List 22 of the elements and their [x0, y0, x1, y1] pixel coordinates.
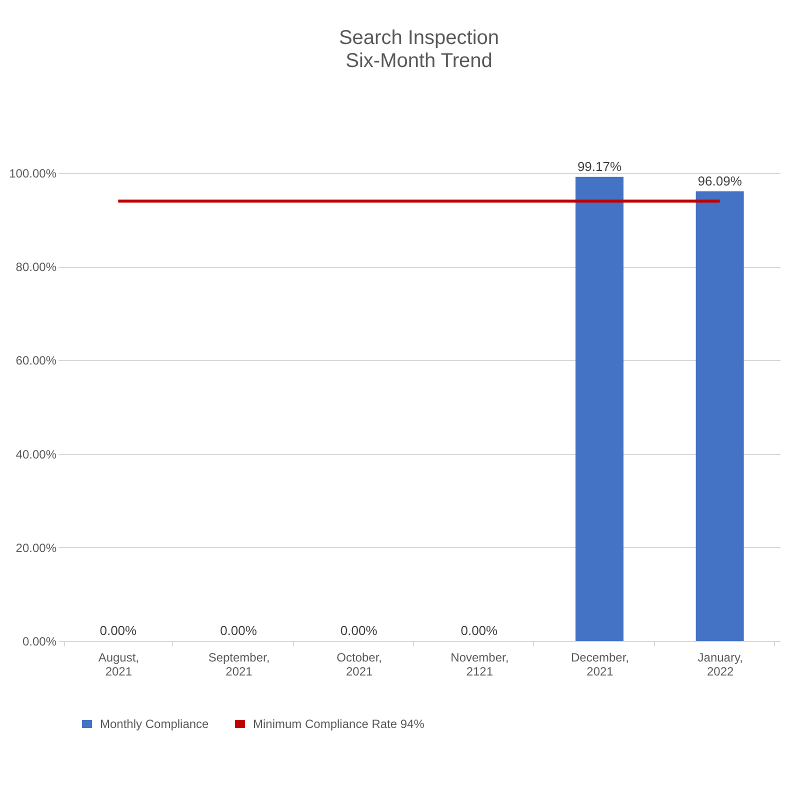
y-tick-label: 20.00% [16, 540, 57, 555]
chart-title: Search Inspection [338, 26, 500, 49]
data-label: 0.00% [340, 623, 378, 638]
chart-subtitle: Six-Month Trend [346, 50, 492, 72]
y-tick-label: 40.00% [16, 447, 57, 462]
y-tick-label: 0.00% [22, 634, 57, 648]
x-tick-label: August, 2021 [98, 650, 140, 678]
legend-label: Minimum Compliance Rate 94% [253, 717, 425, 731]
x-tick-label: January, 2022 [698, 650, 743, 678]
data-label: 0.00% [100, 623, 138, 638]
legend-label: Monthly Compliance [100, 717, 210, 731]
y-tick-label: 60.00% [16, 354, 57, 368]
x-tick-label: September, 2021 [208, 650, 270, 678]
data-label: 96.09% [698, 173, 742, 188]
x-tick-label: December, 2021 [570, 650, 630, 678]
x-tick-label: October, 2021 [336, 650, 382, 678]
data-label: 0.00% [460, 623, 498, 638]
data-label: 99.17% [577, 158, 622, 174]
y-tick-label: 100.00% [9, 166, 57, 180]
data-label: 0.00% [220, 623, 258, 638]
x-tick-label: November, 2121 [450, 650, 509, 678]
y-tick-label: 80.00% [16, 260, 57, 274]
